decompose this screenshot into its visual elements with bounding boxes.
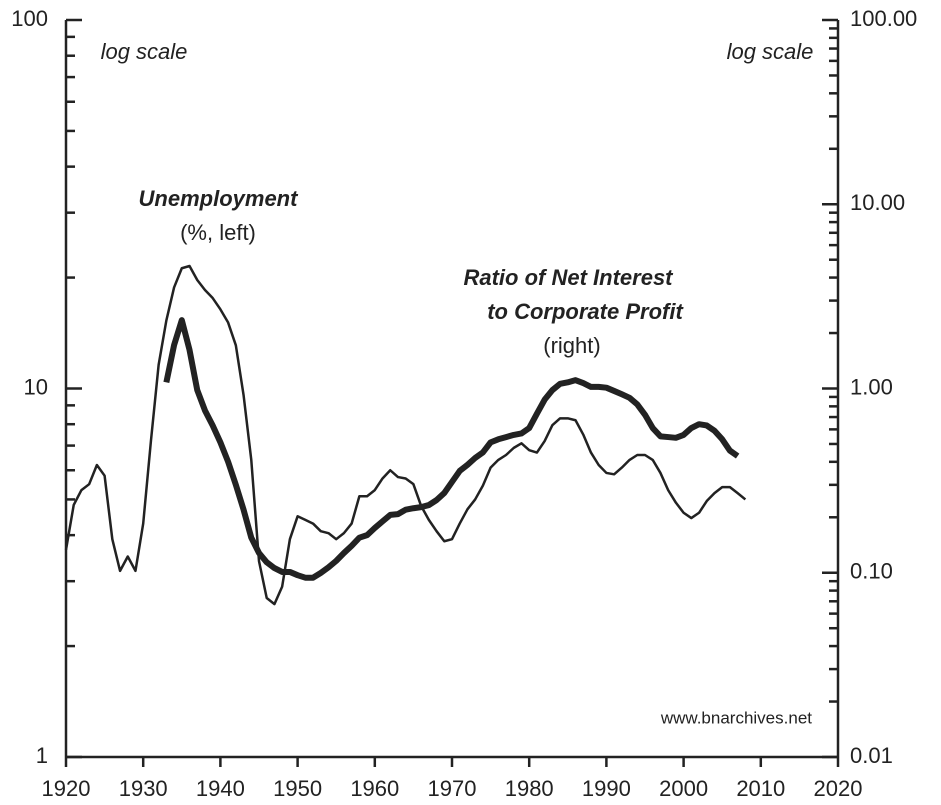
y2-tick-label: 0.10 bbox=[850, 559, 893, 584]
x-tick-label: 1950 bbox=[273, 776, 322, 801]
series-line bbox=[163, 317, 740, 581]
x-tick-label: 1940 bbox=[196, 776, 245, 801]
y2-tick-label: 100.00 bbox=[850, 6, 917, 31]
x-tick-label: 1970 bbox=[428, 776, 477, 801]
y2-tick-label: 10.00 bbox=[850, 190, 905, 215]
y2-tick-label: 1.00 bbox=[850, 374, 893, 399]
annotation: (right) bbox=[543, 333, 600, 358]
x-tick-label: 1960 bbox=[350, 776, 399, 801]
annotation: log scale bbox=[727, 39, 814, 64]
x-tick-label: 2020 bbox=[814, 776, 863, 801]
annotation: www.bnarchives.net bbox=[660, 708, 812, 727]
annotation: (%, left) bbox=[180, 220, 256, 245]
x-tick-label: 1990 bbox=[582, 776, 631, 801]
y-tick-label: 1 bbox=[36, 743, 48, 768]
annotation: log scale bbox=[101, 39, 188, 64]
annotation: to Corporate Profit bbox=[487, 299, 684, 324]
x-tick-label: 1980 bbox=[505, 776, 554, 801]
x-tick-label: 1930 bbox=[119, 776, 168, 801]
x-tick-label: 2010 bbox=[736, 776, 785, 801]
y-tick-label: 100 bbox=[11, 6, 48, 31]
y-tick-label: 10 bbox=[24, 374, 48, 399]
series-line bbox=[64, 264, 747, 606]
x-tick-label: 2000 bbox=[659, 776, 708, 801]
annotation: Unemployment bbox=[139, 186, 300, 211]
annotation: Ratio of Net Interest bbox=[463, 265, 674, 290]
y2-tick-label: 0.01 bbox=[850, 743, 893, 768]
x-tick-label: 1920 bbox=[42, 776, 91, 801]
